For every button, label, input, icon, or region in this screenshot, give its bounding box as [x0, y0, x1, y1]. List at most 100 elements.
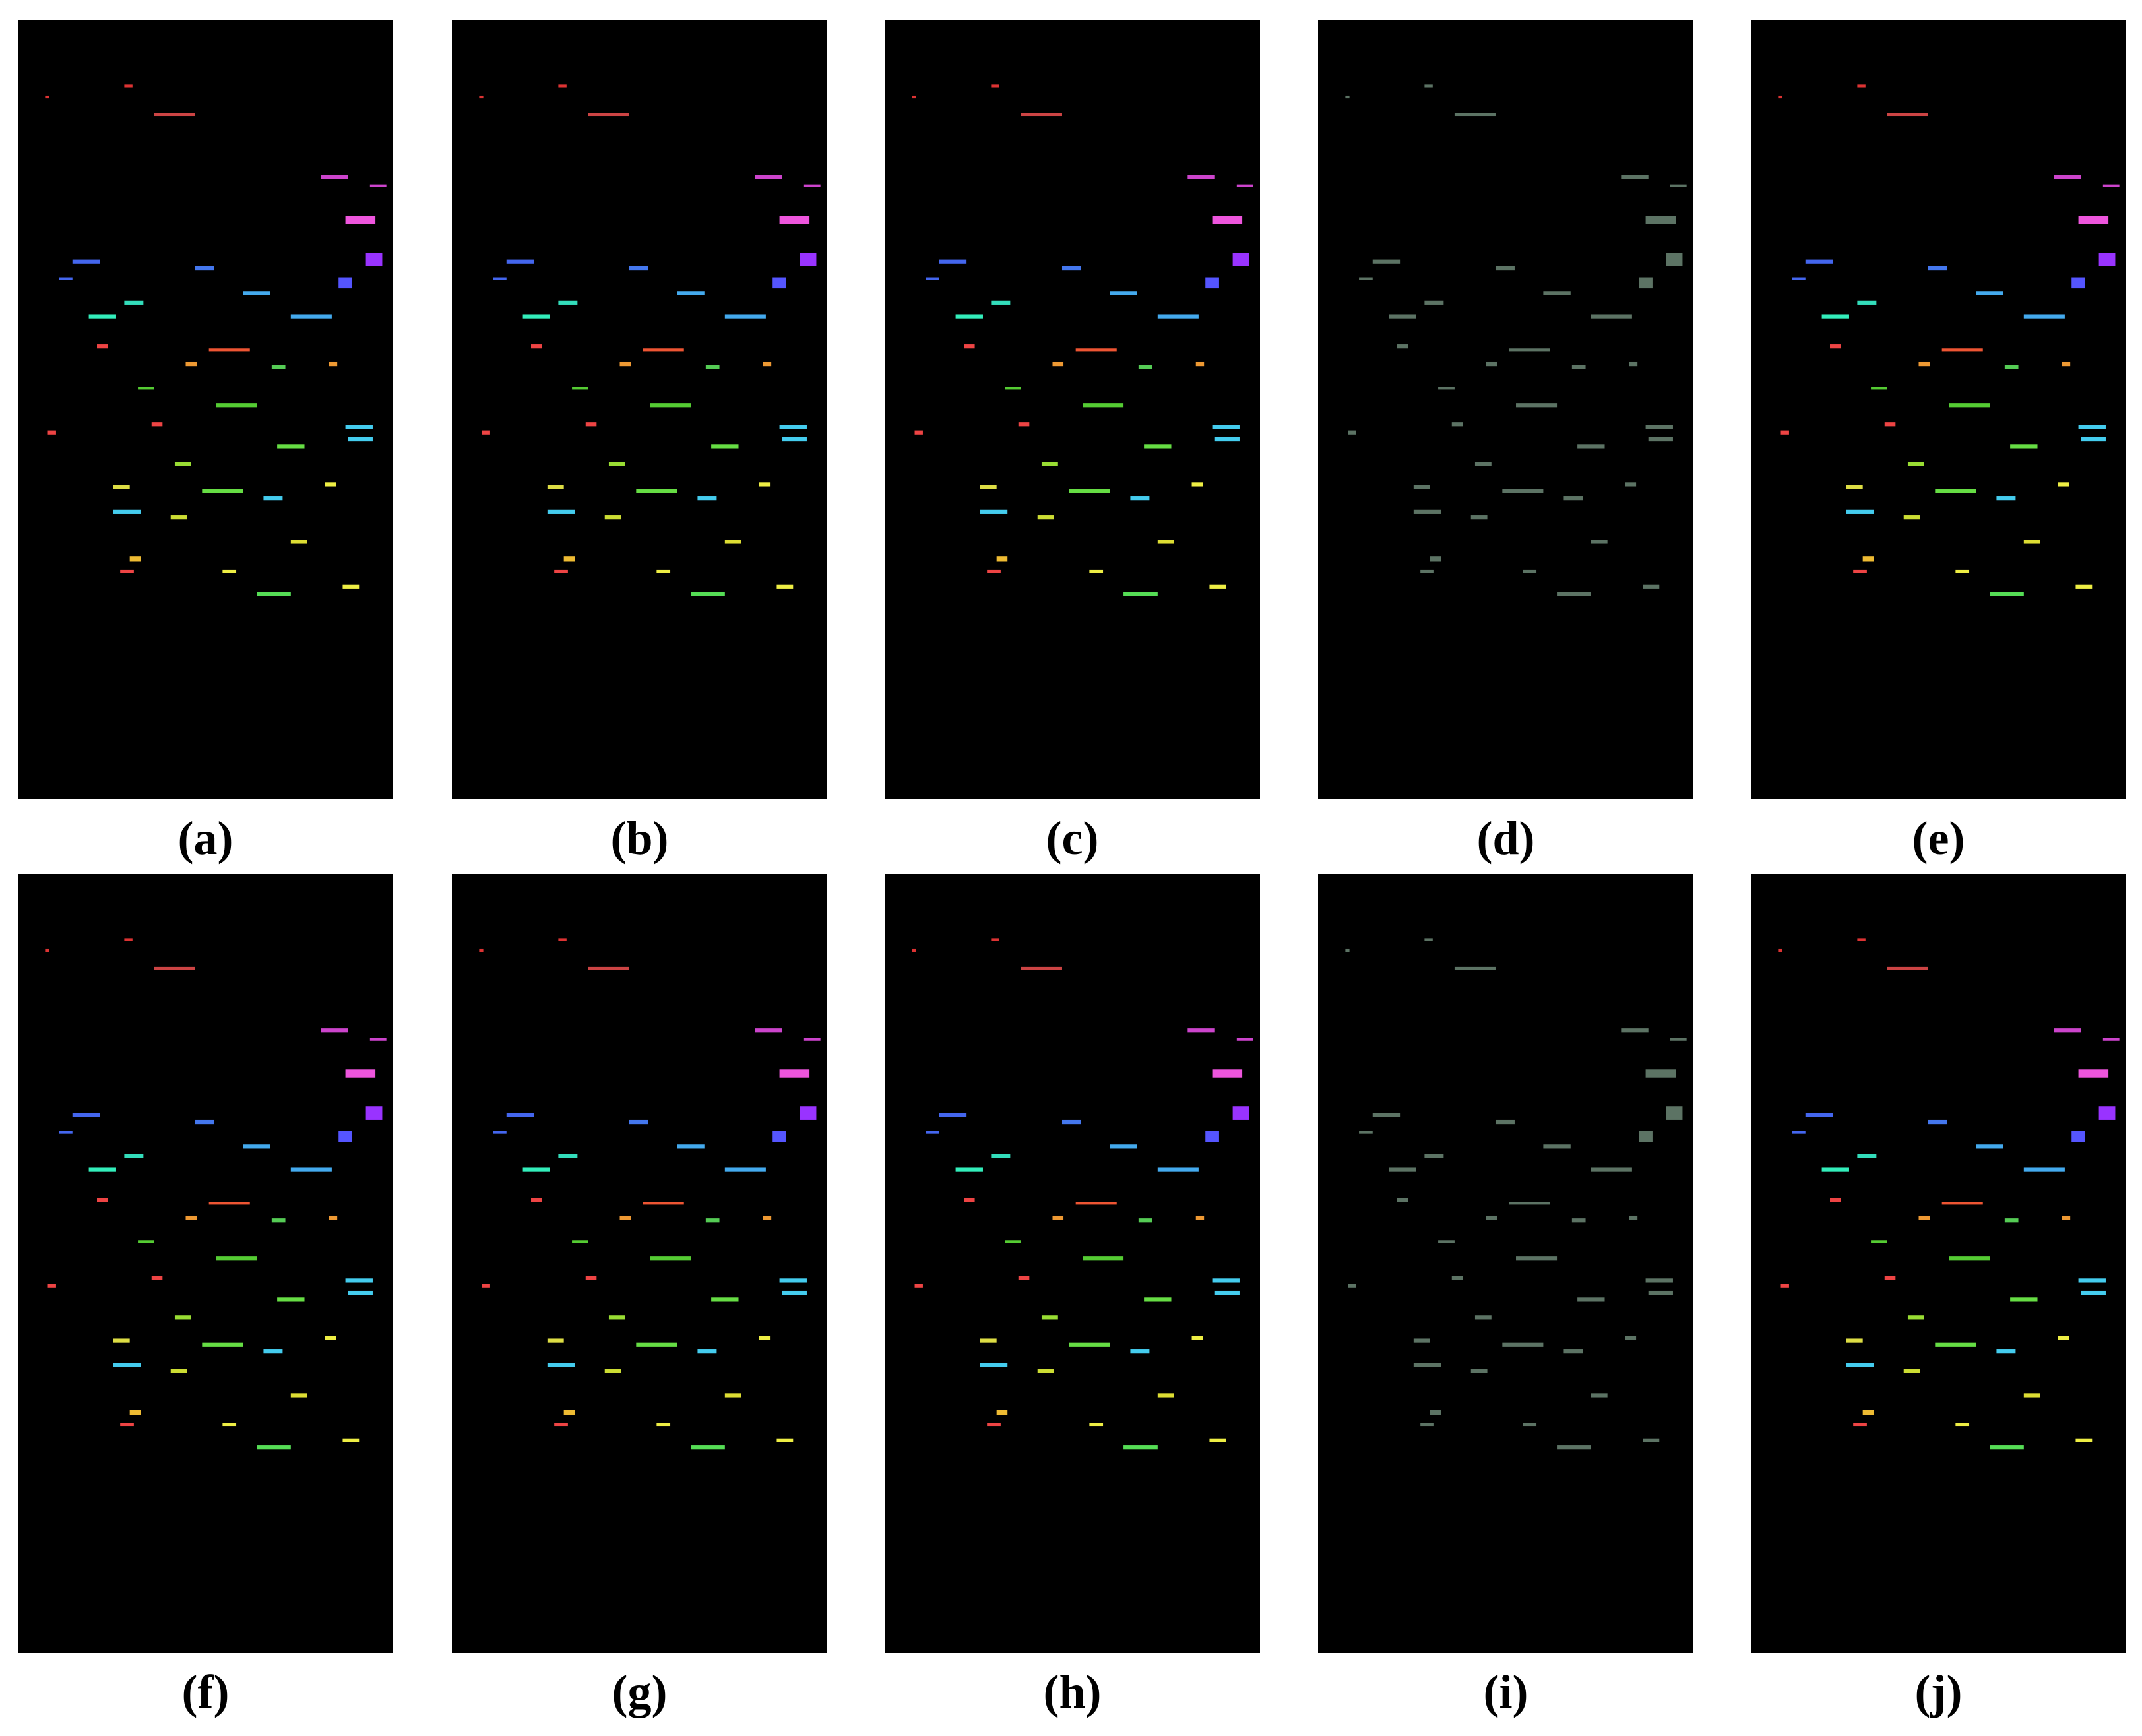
panel-label: (h): [1043, 1665, 1102, 1718]
class-region: [980, 509, 1008, 514]
class-region: [763, 1215, 772, 1220]
class-region: [547, 485, 564, 489]
class-region: [1792, 1131, 1806, 1134]
class-region: [2078, 1278, 2106, 1283]
class-region: [604, 515, 621, 520]
class-region: [1037, 1369, 1054, 1373]
class-region: [120, 1423, 134, 1427]
class-region: [1232, 1106, 1249, 1120]
class-region: [585, 1276, 597, 1280]
class-region: [243, 291, 270, 295]
class-region: [1523, 569, 1537, 573]
class-region: [222, 569, 237, 573]
class-region: [506, 1113, 534, 1117]
class-region: [1935, 1342, 1976, 1347]
class-region: [1424, 84, 1433, 88]
class-region: [650, 1256, 691, 1261]
class-region: [124, 300, 144, 305]
class-region: [1205, 277, 1219, 289]
class-region: [1857, 300, 1877, 305]
class-region: [208, 348, 250, 352]
class-region: [338, 1131, 352, 1142]
class-region: [1069, 489, 1110, 493]
class-region: [185, 1215, 197, 1220]
class-region: [1853, 1423, 1867, 1427]
class-region: [1591, 1167, 1632, 1172]
class-region: [755, 1028, 782, 1033]
class-region: [1887, 113, 1928, 117]
class-region: [1138, 1218, 1152, 1223]
class-region: [216, 1256, 257, 1261]
class-region: [697, 496, 717, 501]
class-region: [1502, 489, 1544, 493]
class-region: [138, 387, 154, 390]
class-region: [1018, 422, 1030, 427]
class-region: [1780, 430, 1789, 435]
class-region: [2062, 361, 2071, 367]
class-region: [558, 300, 578, 305]
class-region: [1884, 1276, 1896, 1280]
class-region: [558, 1154, 578, 1158]
class-region: [1792, 277, 1806, 280]
class-region: [482, 1284, 490, 1288]
class-region: [991, 300, 1011, 305]
class-region: [222, 1423, 237, 1427]
class-region: [779, 1069, 810, 1078]
class-region: [1123, 592, 1158, 596]
panel-label: (i): [1483, 1665, 1528, 1718]
class-region: [1424, 1154, 1444, 1158]
class-region: [348, 437, 373, 442]
class-region: [1577, 1297, 1605, 1302]
panel-label: (e): [1912, 812, 1965, 865]
class-region: [604, 1369, 621, 1373]
class-region: [636, 489, 677, 493]
class-region: [263, 1349, 283, 1354]
class-region: [1805, 1113, 1833, 1117]
class-region: [964, 344, 975, 349]
classification-map: [885, 874, 1260, 1653]
class-region: [1996, 496, 2016, 501]
class-region: [479, 95, 484, 99]
class-region: [776, 584, 794, 589]
class-region: [724, 314, 766, 319]
class-region: [755, 175, 782, 179]
class-region: [572, 1240, 588, 1243]
class-region: [759, 1336, 771, 1340]
class-region: [1420, 1423, 1434, 1427]
class-region: [563, 556, 575, 562]
class-region: [2098, 253, 2116, 266]
class-region: [1089, 569, 1104, 573]
class-region: [677, 291, 705, 295]
class-region: [1821, 314, 1849, 319]
class-region: [2004, 365, 2019, 369]
class-region: [1543, 1144, 1571, 1149]
class-region: [1523, 1423, 1537, 1427]
class-region: [1629, 1215, 1638, 1220]
class-region: [558, 938, 567, 941]
class-region: [705, 1218, 720, 1223]
class-region: [779, 1278, 807, 1283]
class-region: [97, 344, 108, 349]
class-region: [325, 482, 336, 487]
class-region: [1069, 1342, 1110, 1347]
class-region: [991, 1154, 1011, 1158]
class-region: [955, 1167, 983, 1172]
class-region: [342, 584, 360, 589]
class-region: [800, 1106, 817, 1120]
class-region: [1236, 184, 1253, 187]
class-region: [1372, 259, 1401, 264]
class-region: [1018, 1276, 1030, 1280]
class-region: [1846, 509, 1874, 514]
class-region: [1830, 1198, 1841, 1202]
class-region: [2010, 1297, 2038, 1302]
class-region: [1474, 462, 1492, 466]
class-region: [1345, 948, 1350, 952]
class-region: [365, 1106, 383, 1120]
class-region: [1857, 84, 1866, 88]
class-region: [1976, 291, 2003, 295]
class-region: [1625, 1336, 1637, 1340]
class-region: [522, 314, 550, 319]
class-region: [2023, 540, 2040, 544]
class-region: [1509, 348, 1550, 352]
class-region: [1887, 966, 1928, 970]
